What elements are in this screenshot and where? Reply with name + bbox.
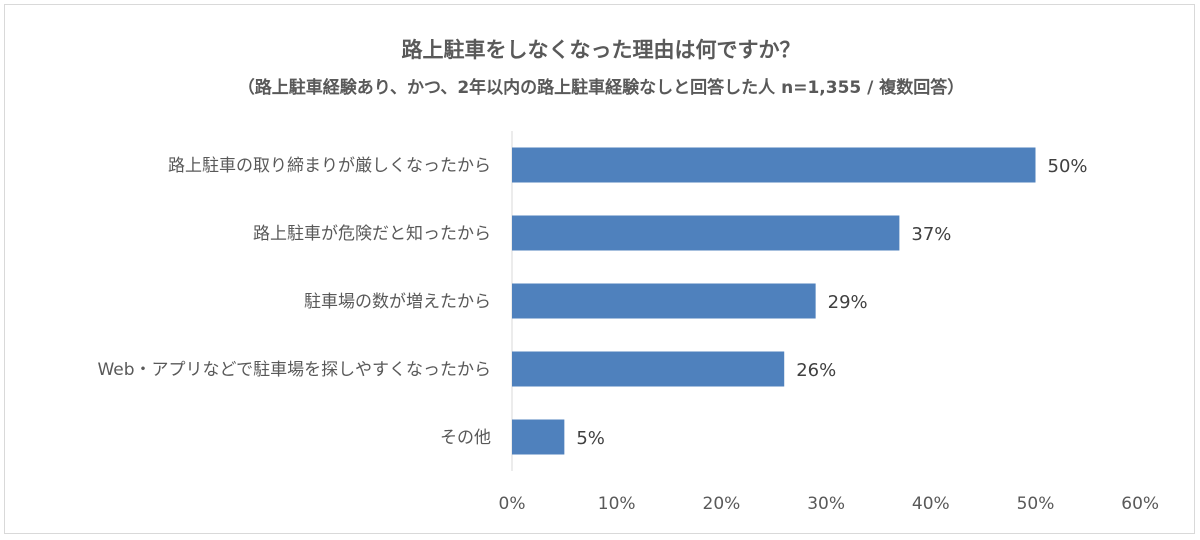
- chart-frame: 路上駐車をしなくなった理由は何ですか？ （路上駐車経験あり、かつ、2年以内の路上…: [4, 4, 1195, 534]
- bar: [512, 283, 816, 319]
- bar: [512, 147, 1036, 183]
- x-tick-label: 60%: [1121, 494, 1159, 514]
- plot-area: 路上駐車の取り締まりが厳しくなったから 50% 路上駐車が危険だと知ったから 37% 駐…: [97, 131, 1159, 514]
- category-label: その他: [440, 428, 491, 448]
- x-tick-label: 0%: [499, 494, 526, 514]
- x-tick-label: 30%: [807, 494, 845, 514]
- data-label: 26%: [796, 360, 836, 381]
- bar-chart: 路上駐車をしなくなった理由は何ですか？ （路上駐車経験あり、かつ、2年以内の路上…: [97, 38, 1159, 514]
- bar: [512, 351, 785, 387]
- bar: [512, 419, 565, 455]
- x-tick-label: 40%: [912, 494, 950, 514]
- data-label: 50%: [1048, 156, 1088, 177]
- x-tick-label: 20%: [703, 494, 741, 514]
- data-label: 29%: [828, 292, 868, 313]
- x-tick-label: 10%: [598, 494, 636, 514]
- data-label: 5%: [576, 428, 605, 449]
- chart-subtitle: （路上駐車経験あり、かつ、2年以内の路上駐車経験なしと回答した人 n=1,355…: [238, 77, 965, 98]
- category-label: 路上駐車の取り締まりが厳しくなったから: [168, 156, 491, 176]
- chart-title: 路上駐車をしなくなった理由は何ですか？: [402, 38, 801, 62]
- data-label: 37%: [911, 224, 951, 245]
- category-label: Web・アプリなどで駐車場を探しやすくなったから: [97, 360, 491, 380]
- bar: [512, 215, 900, 251]
- category-label: 路上駐車が危険だと知ったから: [253, 224, 491, 244]
- category-label: 駐車場の数が増えたから: [304, 292, 491, 312]
- x-tick-label: 50%: [1017, 494, 1055, 514]
